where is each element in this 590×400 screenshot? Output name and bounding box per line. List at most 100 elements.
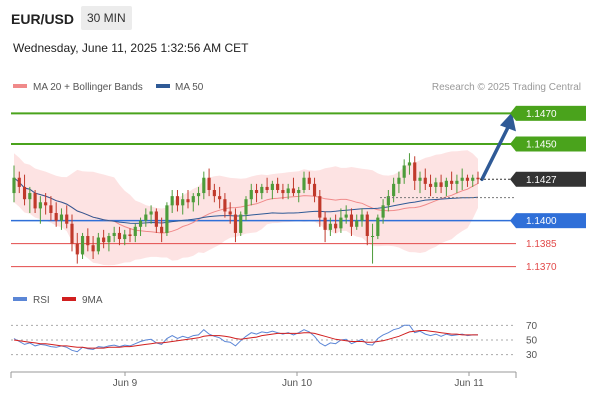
candle-body-69 [376, 217, 380, 236]
x-axis-labels: Jun 9 Jun 10 Jun 11 [113, 372, 484, 389]
candle-body-17 [102, 237, 106, 243]
rsi-level-label-50: 50 [526, 336, 538, 347]
candle-body-14 [86, 236, 90, 246]
candle-body-15 [91, 245, 95, 252]
candle-body-70 [381, 205, 385, 218]
research-credit: Research © 2025 Trading Central [432, 82, 581, 93]
current-price-pointer [510, 171, 516, 187]
rsi-ma-legend-label: 9MA [82, 295, 103, 306]
candle-body-65 [355, 220, 359, 227]
candle-body-58 [318, 196, 322, 218]
forecast-arrow-layer [480, 112, 516, 182]
candle-body-5 [38, 202, 42, 209]
forecast-arrow-shaft [480, 123, 511, 182]
candle-body-20 [117, 232, 122, 240]
rsi-legend-swatch [13, 297, 27, 301]
candle-body-37 [207, 177, 211, 190]
timeframe-badge[interactable]: 30 MIN [81, 6, 132, 30]
candle-body-86 [465, 177, 470, 181]
x-tick-label-2: Jun 11 [454, 378, 484, 389]
candle-body-35 [196, 193, 201, 197]
rsi-ma-line [13, 330, 478, 349]
candle-body-67 [365, 214, 369, 236]
level-label-box-1.1400 [516, 213, 586, 229]
candle-body-72 [392, 183, 396, 197]
rsi-level-label-30: 30 [526, 350, 538, 361]
candle-body-81 [439, 182, 443, 187]
candle-body-8 [54, 213, 58, 221]
candle-body-74 [402, 165, 406, 178]
candle-body-51 [281, 190, 285, 194]
ma20-legend-label: MA 20 + Bollinger Bands [33, 82, 143, 93]
level-label-1.1385: 1.1385 [526, 239, 557, 250]
candle-body-40 [223, 199, 227, 212]
candle-body-71 [386, 196, 390, 206]
candle-body-77 [418, 177, 422, 181]
candle-body-76 [413, 162, 417, 181]
candle-body-54 [297, 190, 301, 194]
candle-body-88 [476, 177, 480, 180]
rsi-level-label-70: 70 [526, 321, 538, 332]
rsi-line [13, 324, 478, 353]
candle-body-41 [228, 211, 232, 215]
level-label-1.1450: 1.1450 [526, 140, 557, 151]
datetime-label: Wednesday, June 11, 2025 1:32:56 AM CET [13, 41, 249, 55]
candle-body-50 [276, 183, 280, 190]
candle-body-1 [17, 177, 21, 187]
candle-body-24 [138, 220, 143, 227]
price-labels-layer: 1.1470 1.1450 1.1400 1.1385 1.1370 1.1427 [380, 105, 586, 273]
symbol-title: EUR/USD [11, 11, 75, 27]
candles-layer [12, 153, 480, 264]
candle-body-43 [239, 214, 243, 233]
candle-body-12 [75, 243, 79, 255]
candle-body-18 [107, 236, 111, 243]
candle-body-44 [244, 199, 248, 215]
candle-body-10 [65, 214, 69, 224]
candle-body-38 [212, 190, 216, 197]
candle-body-73 [397, 177, 401, 184]
candle-body-68 [370, 236, 375, 237]
candle-body-30 [170, 196, 174, 206]
candle-body-11 [70, 223, 74, 244]
ma50-legend-label: MA 50 [175, 82, 204, 93]
candle-body-63 [344, 214, 348, 218]
candle-body-13 [80, 236, 85, 255]
candle-body-29 [165, 205, 169, 233]
candle-body-82 [444, 180, 448, 187]
candle-body-75 [407, 162, 412, 166]
x-tick-label-0: Jun 9 [113, 378, 138, 389]
candle-body-39 [218, 196, 222, 200]
candle-body-21 [123, 234, 127, 240]
candle-body-0 [12, 177, 16, 194]
candle-body-7 [49, 205, 53, 213]
candle-body-4 [33, 193, 37, 209]
ma50-legend-swatch [156, 84, 170, 88]
level-label-box-1.1450 [516, 136, 586, 152]
candle-body-78 [423, 177, 427, 184]
candle-body-64 [349, 214, 354, 227]
level-label-pointer-1.1450 [510, 136, 516, 152]
level-label-1.1400: 1.1400 [526, 216, 557, 227]
rsi-ma-legend-swatch [62, 297, 76, 301]
candle-body-26 [149, 211, 153, 215]
candle-body-6 [44, 202, 48, 206]
candle-body-79 [428, 183, 433, 187]
candle-body-46 [254, 190, 259, 194]
candle-body-42 [233, 214, 238, 233]
candle-body-19 [112, 232, 116, 236]
candle-body-47 [260, 186, 264, 194]
candle-body-3 [28, 193, 32, 200]
candle-body-83 [450, 180, 454, 184]
current-price-box [516, 171, 586, 187]
candle-body-27 [154, 211, 158, 227]
candle-body-80 [434, 182, 438, 187]
candle-body-85 [460, 177, 464, 181]
level-label-pointer-1.1470 [510, 105, 516, 121]
price-levels-layer [11, 112, 516, 268]
candle-body-9 [59, 214, 64, 221]
candle-body-53 [291, 188, 296, 194]
candle-body-57 [312, 183, 317, 197]
candle-body-25 [144, 214, 148, 221]
candle-body-87 [471, 177, 475, 181]
